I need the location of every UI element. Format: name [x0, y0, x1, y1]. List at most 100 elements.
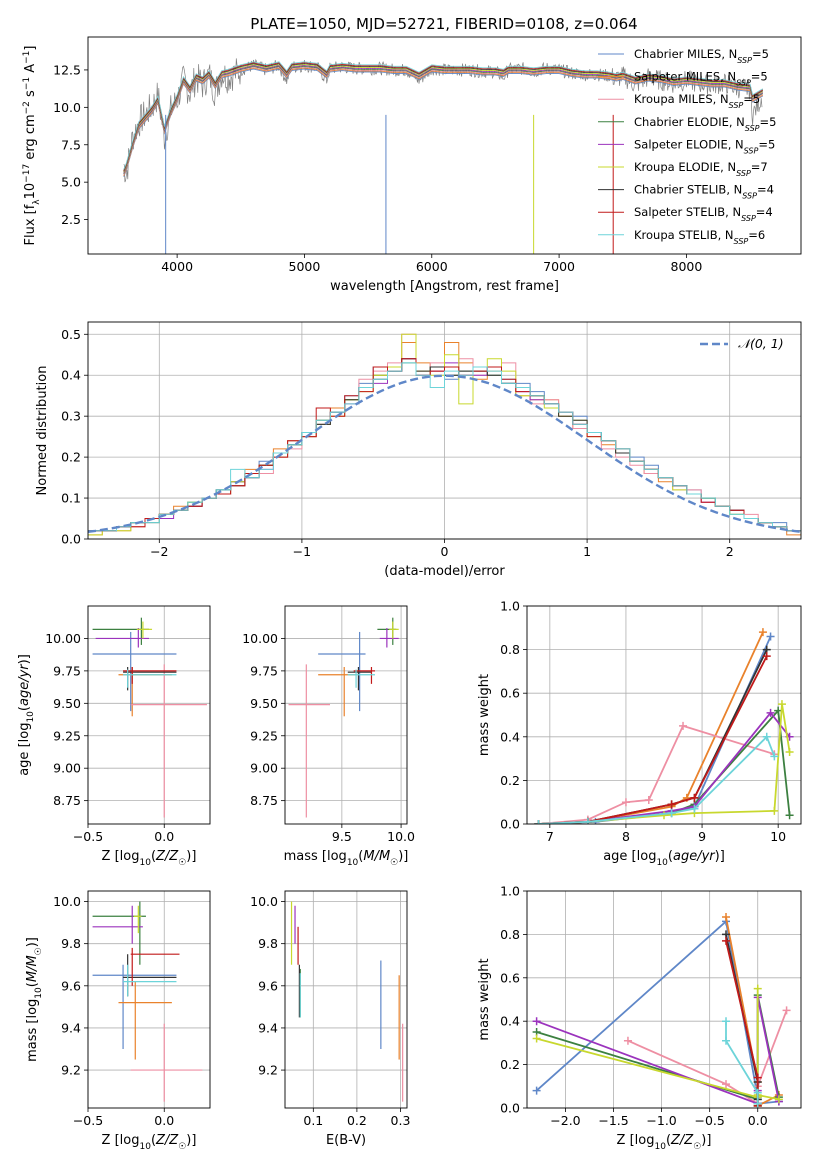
series-line-kroupa-miles [538, 724, 775, 824]
x-tick-label: 0.0 [748, 1113, 768, 1128]
data-point-marker [785, 748, 794, 757]
axes-frame [87, 321, 802, 540]
x-tick-label: 9 [698, 829, 706, 844]
y-tick-label: 8.75 [53, 793, 81, 808]
x-tick-label: 9.5 [332, 829, 352, 844]
x-tick-label: 0.3 [391, 1113, 411, 1128]
series-line-salpeter-miles [725, 916, 780, 1108]
x-tick-label: 6000 [416, 259, 448, 274]
y-tick-label: 10.0 [53, 894, 81, 909]
x-tick-label: 0.0 [154, 1113, 174, 1128]
legend-entry: Salpeter STELIB, NSSP=4 [634, 205, 773, 223]
y-tick-label: 10.0 [53, 100, 81, 115]
series-line-kroupa-stelib [538, 735, 776, 824]
x-tick-label: 0.2 [347, 1113, 367, 1128]
y-axis-label: Flux [fλ10−17 erg cm−2 s−1 A−1] [22, 46, 42, 246]
legend-text: Chabrier MILES, N [634, 47, 737, 61]
axes-frame [284, 605, 408, 825]
legend-nssp: =5 [760, 115, 777, 129]
data-point-marker [766, 708, 775, 717]
x-tick-label: 8000 [671, 259, 703, 274]
y-axis-label: age [log10(age/yr)] [17, 654, 36, 776]
legend-text: Salpeter ELODIE, N [634, 137, 744, 151]
legend-nssp: =6 [748, 228, 765, 242]
chart-age_vs_mass: 9.5 10.0 8.75 9.00 9.25 9.50 9.75 10.00 mass [lo… [242, 605, 415, 868]
y-tick-label: 0.4 [500, 729, 520, 744]
y-axis-label: mass weight [477, 674, 492, 756]
y-tick-label: 0.5 [61, 327, 81, 342]
y-tick-label: 0.4 [61, 368, 81, 383]
data-point-marker [532, 1034, 541, 1043]
plot-area [288, 617, 399, 818]
model-spectrum-kroupa-elodie [123, 63, 764, 173]
axes-frame [87, 890, 211, 1109]
x-tick-label: −1.5 [598, 1113, 628, 1128]
data-point-marker [644, 796, 653, 805]
legend-entry: Kroupa ELODIE, NSSP=7 [634, 160, 768, 178]
data-point-marker [753, 984, 762, 993]
y-tick-label: 9.00 [53, 761, 81, 776]
legend-nssp: =5 [752, 47, 769, 61]
x-axis-label: E(B-V) [326, 1133, 366, 1148]
axes-frame [526, 890, 802, 1109]
y-tick-label: 9.8 [61, 936, 81, 951]
x-tick-label: −2 [150, 544, 168, 559]
x-tick-label: 7 [546, 829, 554, 844]
y-axis-label: mass [log10(M/M☉)] [25, 937, 44, 1062]
legend-entry: 𝒩(0, 1) [738, 336, 784, 351]
series-line-kroupa-elodie [536, 988, 780, 1101]
y-tick-label: 0.6 [500, 686, 520, 701]
axes-frame [284, 890, 408, 1109]
x-axis-label: Z [log10(Z/Z☉)] [102, 1133, 197, 1152]
model-spectrum-salpeter-elodie [123, 64, 764, 174]
series-line-chabrier-miles [538, 636, 772, 824]
legend-nssp: =5 [743, 92, 760, 106]
y-tick-label: 0.8 [500, 927, 520, 942]
data-point-marker [722, 1017, 731, 1026]
plot-area [290, 901, 404, 1102]
x-tick-label: −2.0 [550, 1113, 580, 1128]
data-point-marker [762, 652, 771, 661]
axes-frame [526, 605, 802, 825]
y-tick-label: 9.6 [258, 978, 278, 993]
y-tick-label: 0.2 [500, 1057, 520, 1072]
data-point-marker [753, 1073, 762, 1082]
legend-nssp: =5 [751, 70, 768, 84]
data-point-marker [621, 798, 630, 807]
legend-text: Salpeter MILES, N [634, 70, 736, 84]
legend-text: Kroupa STELIB, N [634, 228, 734, 242]
y-tick-label: 0.4 [500, 1014, 520, 1029]
data-point-marker [690, 793, 699, 802]
x-axis-label: Z [log10(Z/Z☉)] [102, 849, 197, 868]
chart-mass_vs_ebv: 0.1 0.2 0.3 9.2 9.4 9.6 9.8 10.0 E(B-V) [250, 890, 411, 1148]
chart-spectrum: 4000 5000 6000 7000 8000 2.5 5.0 7.5 10.0 12.5 Cha… [22, 36, 802, 294]
plot-area [92, 901, 203, 1102]
data-point-marker [758, 628, 767, 637]
y-tick-label: 0.8 [500, 642, 520, 657]
y-tick-label: 0.1 [61, 491, 81, 506]
data-point-marker [583, 817, 592, 824]
x-tick-label: 0 [441, 544, 449, 559]
y-tick-label: 9.75 [53, 663, 81, 678]
data-point-marker [623, 1036, 632, 1045]
data-point-marker [679, 721, 688, 730]
y-tick-label: 9.00 [250, 761, 278, 776]
y-tick-label: 12.5 [53, 62, 81, 77]
y-tick-label: 9.50 [53, 696, 81, 711]
data-point-marker [770, 752, 779, 761]
axes-frame [87, 605, 211, 825]
y-tick-label: 0.3 [61, 409, 81, 424]
y-tick-label: 1.0 [500, 599, 520, 614]
plot-area [123, 58, 764, 254]
y-tick-label: 0.6 [500, 970, 520, 985]
legend-text: Kroupa MILES, N [634, 92, 729, 106]
y-tick-label: 10.0 [250, 894, 278, 909]
data-point-marker [753, 1099, 762, 1108]
data-point-marker [762, 732, 771, 741]
model-spectrum-salpeter-miles [123, 67, 764, 177]
y-tick-label: 9.2 [61, 1063, 81, 1078]
data-point-marker [770, 806, 779, 815]
series-line-kroupa-stelib [725, 1021, 759, 1104]
y-tick-label: 7.5 [61, 137, 81, 152]
